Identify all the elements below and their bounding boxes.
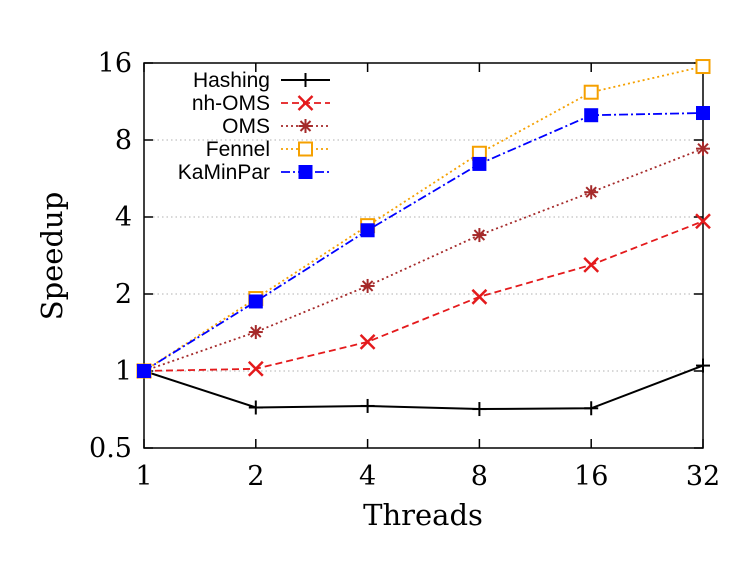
marker-shape [360,223,375,238]
data-point [248,294,263,309]
x-tick-label: 32 [686,461,720,492]
plot-frame [143,62,704,449]
data-point [695,213,711,230]
series-line [143,65,704,372]
data-point [360,398,375,413]
marker-stroke [297,95,314,111]
marker-stroke [299,120,312,132]
x-tick-label: 1 [135,461,152,492]
legend-entry: OMS [222,115,330,138]
x-tick-label: 8 [471,461,488,492]
series-nh-oms [136,213,711,379]
data-point [137,364,151,378]
data-point [472,156,487,171]
marker-stroke [695,213,711,230]
legend-marker [298,165,313,179]
series-group [136,59,711,417]
y-tick-label: 2 [115,279,132,310]
data-point [695,59,711,75]
legend-marker [298,141,313,157]
marker-stroke [583,256,600,273]
marker-shape [298,141,313,157]
legend-marker [297,95,314,111]
legend-label: OMS [222,115,270,138]
data-point [584,401,599,416]
marker-stroke [359,333,376,350]
legend-entry: KaMinPar [178,161,330,184]
y-tick-label: 16 [98,48,132,79]
data-point [248,325,263,340]
grid [144,139,703,372]
legend-label: Fennel [206,138,270,161]
y-tick-label: 4 [115,202,132,233]
data-point [248,400,263,415]
legend-label: Hashing [193,69,270,92]
legend-marker [298,119,313,133]
series-line [143,364,704,411]
marker-stroke [247,360,264,377]
marker-shape [137,364,151,378]
series-hashing [137,358,710,417]
marker-stroke [250,326,262,338]
series-line [143,220,704,372]
series-oms [137,141,710,378]
marker-stroke [585,186,597,198]
series-line [143,147,704,372]
legend-entry: Hashing [193,69,330,92]
y-tick-label: 1 [115,356,132,387]
x-tick-label: 4 [359,461,376,492]
data-point [696,106,710,121]
marker-shape [584,108,599,123]
data-point [696,358,710,373]
data-point [360,223,375,238]
marker-stroke [361,280,374,292]
data-point [584,108,599,123]
series-kaminpar [137,106,710,378]
marker-shape [298,165,313,179]
legend-label: nh-OMS [192,92,270,115]
data-point [583,256,600,273]
data-point [584,185,599,200]
marker-shape [472,156,487,171]
data-point [696,141,710,156]
y-axis-title: Speedup [35,192,69,321]
data-point [472,228,487,243]
marker-stroke [471,288,488,305]
y-tick-label: 0.5 [89,433,132,464]
data-point [360,278,375,293]
legend-label: KaMinPar [178,161,270,184]
legend-marker [298,73,313,87]
data-point [247,360,264,377]
marker-stroke [473,229,486,241]
x-axis-title: Threads [363,498,483,532]
data-point [471,288,488,305]
data-point [359,333,376,350]
x-tick-label: 2 [247,461,264,492]
marker-shape [248,294,263,309]
series-line [143,112,704,372]
y-tick-label: 8 [115,125,132,156]
legend-entry: Fennel [206,138,330,161]
marker-stroke [697,142,709,155]
data-point [472,402,487,417]
marker-shape [696,106,710,121]
data-point [583,84,599,100]
legend-entry: nh-OMS [192,92,330,115]
marker-shape [695,59,711,75]
marker-shape [583,84,599,100]
x-tick-label: 16 [574,461,608,492]
